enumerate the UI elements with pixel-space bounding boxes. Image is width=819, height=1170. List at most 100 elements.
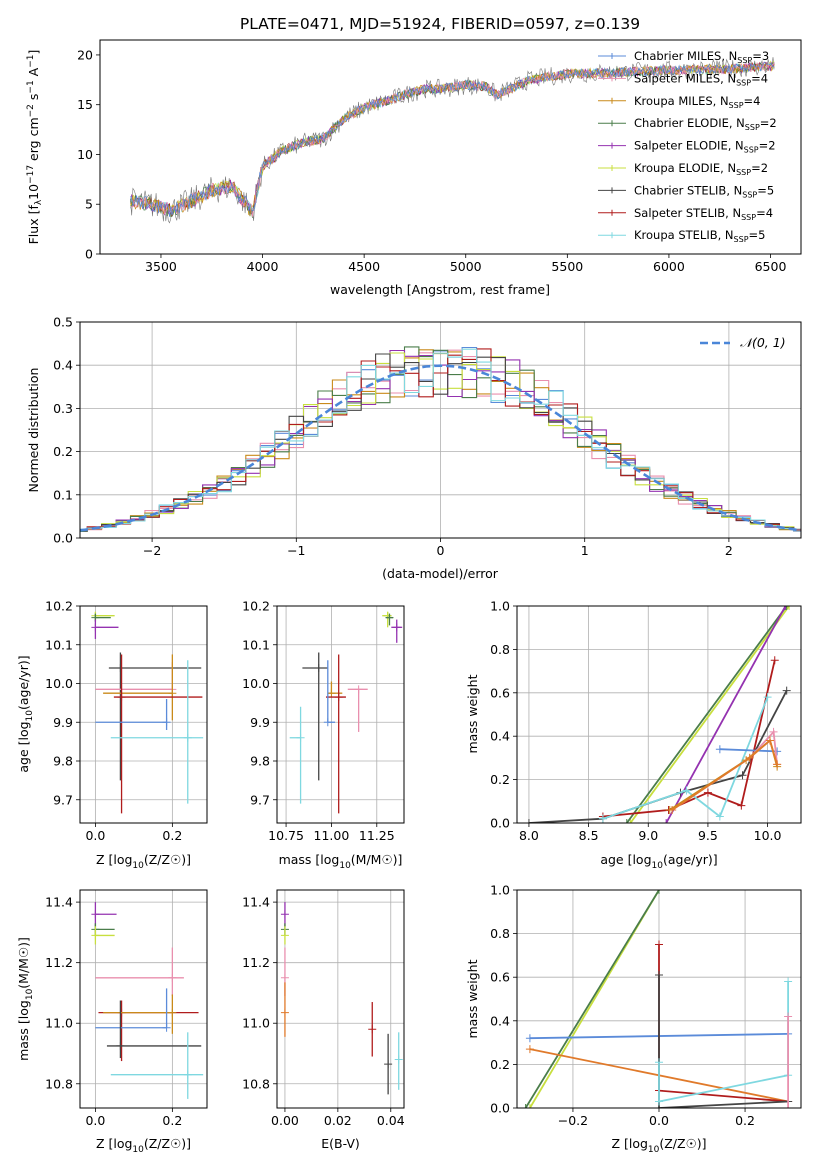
axes-frame [516, 889, 802, 1109]
y-tick-label: 10.8 [45, 1076, 73, 1091]
plot-area [289, 611, 403, 814]
x-tick-label: 11.00 [314, 828, 350, 843]
label-part: =5 [757, 183, 774, 197]
weight-line [524, 890, 660, 1108]
weight-line [528, 690, 788, 823]
x-tick-label: −1 [287, 543, 305, 558]
y-axis-label: Normed distribution [26, 368, 41, 493]
y-tick-label: 20 [77, 47, 93, 62]
data-point [782, 606, 791, 610]
y-tick-label: 0.5 [53, 315, 73, 330]
x-tick-label: 5000 [450, 259, 482, 274]
plot-area [524, 606, 794, 823]
weight-line [658, 944, 789, 1103]
weight-line [602, 696, 769, 820]
x-tick-label: 0.0 [85, 828, 105, 843]
x-tick-label: 4000 [247, 259, 279, 274]
y-axis-label: mass weight [465, 959, 480, 1038]
data-point [626, 819, 635, 823]
plot-area [521, 890, 793, 1108]
y-tick-label: 9.9 [250, 715, 270, 730]
mass-vs-extinction-panel: 0.00 0.02 0.04 10.8 11.0 11.2 11.4 E(B-V) [242, 889, 405, 1151]
data-point [162, 1023, 171, 1032]
data-point [183, 733, 192, 742]
legend-entry: Kroupa MILES, NSSP=4 [634, 94, 760, 110]
subscript: SSP [737, 56, 752, 65]
x-tick-label: 10.0 [754, 828, 782, 843]
subscript: 10 [132, 1145, 144, 1155]
data-point [314, 664, 323, 672]
data-point [323, 718, 332, 727]
legend-entry: Chabrier MILES, NSSP=3 [634, 49, 769, 65]
data-point [385, 613, 394, 622]
data-point [668, 805, 677, 814]
y-tick-label: 10 [77, 147, 93, 162]
data-point [525, 1034, 534, 1043]
y-tick-label: 5 [85, 197, 93, 212]
label-part: =2 [751, 161, 768, 175]
x-tick-label: −2 [143, 543, 161, 558]
data-point [296, 733, 305, 742]
data-point [91, 931, 100, 940]
data-point [334, 693, 343, 702]
y-tick-label: 1.0 [490, 883, 510, 898]
subscript: SSP [736, 168, 751, 177]
figure-title: PLATE=0471, MJD=51924, FIBERID=0597, z=0… [240, 15, 640, 33]
subscript: SSP [745, 123, 760, 132]
label-part: erg cm [26, 117, 41, 165]
data-point [116, 664, 125, 672]
data-point [168, 973, 177, 982]
data-point [280, 931, 289, 940]
data-point [655, 890, 663, 894]
y-tick-label: 0.4 [490, 729, 510, 744]
y-tick-label: 0 [85, 247, 93, 262]
x-tick-label: 0.2 [735, 1113, 755, 1128]
weight-line [629, 606, 790, 823]
y-tick-label: 0.4 [53, 358, 73, 373]
label-part: =4 [751, 71, 768, 85]
label-part: =4 [756, 206, 773, 220]
x-axis-label: (data-model)/error [382, 566, 499, 581]
weight-vs-metallicity-panel: −0.2 0.0 0.2 0.0 0.2 0.4 0.6 0.8 1.0 Z [log10(Z/Z… [465, 883, 802, 1155]
y-tick-label: 11.0 [45, 1016, 73, 1031]
x-tick-label: 0 [437, 543, 445, 558]
data-point [116, 1041, 125, 1050]
data-point [117, 693, 126, 702]
data-point [784, 1104, 793, 1108]
data-point [769, 727, 778, 736]
label-part: s [26, 94, 41, 105]
y-tick-label: 11.2 [242, 955, 270, 970]
data-point [715, 745, 724, 754]
y-tick-label: 10.2 [242, 599, 270, 614]
data-point [168, 1008, 177, 1017]
y-tick-label: 0.4 [490, 1013, 510, 1028]
spectrum-line [130, 57, 775, 224]
data-point [655, 971, 663, 980]
data-point [715, 812, 724, 821]
y-tick-label: 10.8 [242, 1076, 270, 1091]
axes-frame [276, 605, 405, 824]
data-point [662, 819, 671, 823]
age-vs-mass-panel: 10.75 11.00 11.25 9.7 9.8 9.9 10.0 10.1 10.2 mass… [242, 599, 405, 871]
x-tick-label: −0.2 [558, 1113, 588, 1128]
y-tick-label: 11.2 [45, 955, 73, 970]
data-point [524, 819, 533, 823]
data-point [525, 1045, 534, 1054]
axis-label: Z [log10(Z/Z☉)] [611, 1136, 706, 1155]
y-axis-label: mass weight [465, 674, 480, 753]
subscript: SSP [736, 78, 751, 87]
data-point [784, 1012, 793, 1021]
data-point [784, 977, 793, 986]
axes-frame [79, 321, 802, 539]
data-point [525, 1104, 534, 1108]
y-tick-label: 0.2 [53, 444, 73, 459]
x-tick-label: 8.0 [519, 828, 539, 843]
x-tick-label: 8.5 [579, 828, 599, 843]
residuals-panel: −2 −1 0 1 2 0.0 0.1 0.2 0.3 0.4 0.5 𝒩(0, 1) (data-mo… [26, 315, 802, 581]
x-tick-label: 1 [581, 543, 589, 558]
y-tick-label: 1.0 [490, 599, 510, 614]
x-tick-label: 9.0 [638, 828, 658, 843]
legend-entry: Salpeter MILES, NSSP=4 [634, 71, 768, 87]
axes-frame [276, 889, 405, 1109]
